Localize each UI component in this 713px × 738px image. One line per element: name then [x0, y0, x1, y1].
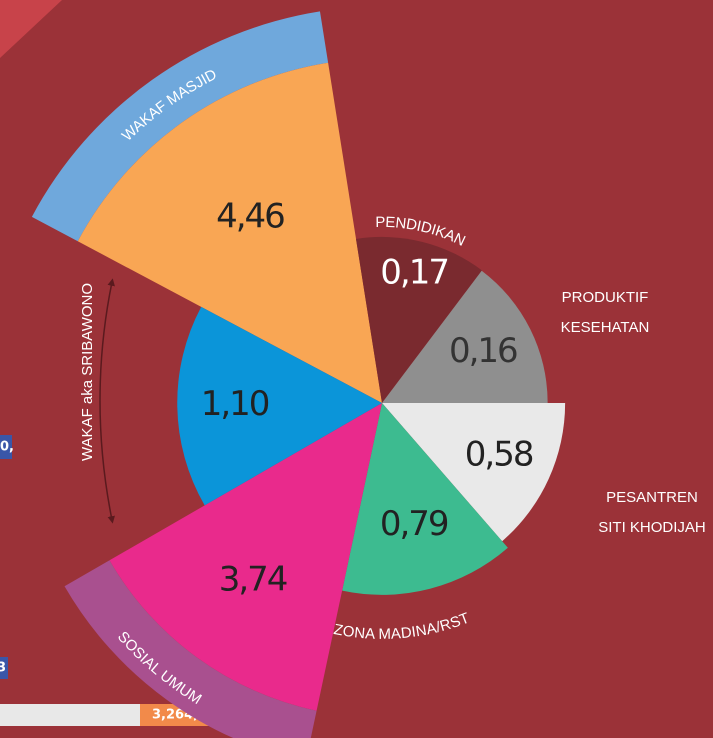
value-label: 0,17 — [380, 253, 448, 293]
sector — [177, 306, 382, 506]
category-label: KESEHATAN — [561, 319, 650, 336]
fragment-text: 3 — [0, 661, 6, 676]
sector — [77, 62, 382, 403]
value-label: 0,16 — [449, 331, 517, 371]
fragment-bar — [0, 704, 140, 726]
sector — [109, 403, 383, 711]
fragment-box — [0, 435, 12, 459]
sector — [342, 403, 508, 595]
value-label: 4,46 — [216, 196, 284, 236]
bracket-arrow — [99, 278, 115, 524]
fragment-text: 0, — [0, 440, 14, 455]
value-label: 0,58 — [465, 435, 533, 475]
value-label: 0,79 — [380, 504, 448, 544]
value-label: 1,10 — [201, 384, 269, 424]
category-label: PESANTREN — [606, 489, 698, 506]
sector — [382, 270, 548, 403]
corner-shape — [0, 0, 62, 58]
category-label: ZONA MADINA/RST — [332, 610, 472, 643]
category-label: WAKAF aka SRIBAWONO — [79, 283, 96, 461]
fragment-box — [0, 657, 8, 679]
sector — [382, 403, 566, 542]
sector — [356, 236, 482, 403]
value-label: 3,74 — [219, 560, 287, 600]
category-label: ZONA MADINA/RST — [332, 610, 472, 643]
band — [64, 560, 317, 738]
category-label: PRODUKTIF — [562, 289, 649, 306]
band — [31, 11, 329, 242]
category-label: SITI KHODIJAH — [598, 519, 706, 536]
